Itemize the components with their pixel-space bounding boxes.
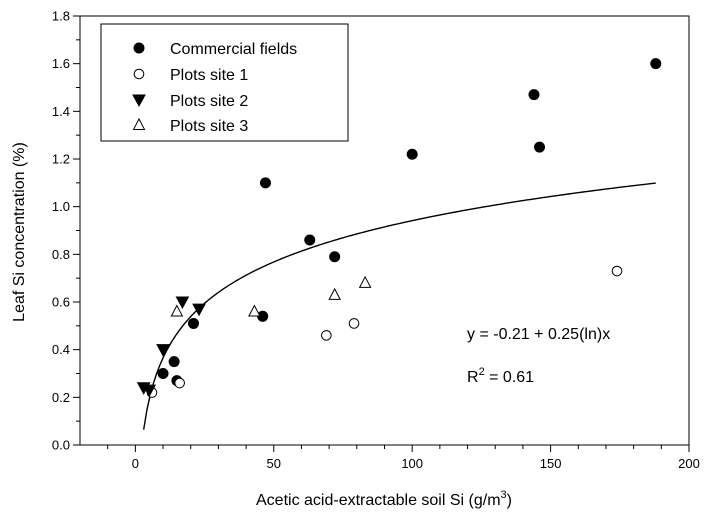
- y-tick-label: 0.0: [52, 438, 70, 453]
- data-point-open-triangle-up: [328, 287, 341, 300]
- legend-marker-open-circle: [133, 68, 145, 80]
- y-tick-label: 1.4: [52, 104, 70, 119]
- data-point-open-circle: [611, 265, 623, 277]
- data-point-filled-triangle-down: [156, 344, 170, 357]
- y-axis-ticks: 0.0 0.2 0.4 0.6 0.8 1.0 1.2 1.4 1.6 1.8: [52, 9, 80, 453]
- x-axis-title-superscript: 3: [501, 489, 507, 501]
- data-point-filled-circle: [406, 148, 418, 160]
- legend-marker-filled-triangle-down: [132, 94, 146, 108]
- x-tick-label: 0: [132, 456, 139, 471]
- data-point-filled-circle: [304, 234, 316, 246]
- legend-label-plots-site-3: Plots site 3: [170, 118, 248, 135]
- r-squared-label: R2 = 0.61: [467, 366, 534, 386]
- data-point-filled-triangle-down: [175, 296, 190, 310]
- data-point-filled-circle: [329, 251, 341, 263]
- y-tick-label: 0.6: [52, 295, 70, 310]
- data-point-filled-circle: [650, 58, 662, 70]
- y-tick-label: 1.2: [52, 152, 70, 167]
- legend-label-commercial-fields: Commercial fields: [170, 41, 297, 58]
- data-point-open-triangle-up: [170, 304, 184, 317]
- r-squared-superscript: 2: [479, 366, 485, 378]
- x-tick-label: 100: [401, 456, 423, 471]
- legend-box: [100, 23, 349, 142]
- data-point-filled-triangle-down: [142, 384, 157, 398]
- regression-equation: y = -0.21 + 0.25(ln)x: [467, 326, 610, 343]
- legend-markers: [132, 42, 146, 130]
- y-tick-label: 0.2: [52, 390, 70, 405]
- x-tick-label: 50: [267, 456, 281, 471]
- legend: Commercial fields Plots site 1 Plots sit…: [100, 23, 349, 142]
- y-tick-label: 1.0: [52, 199, 70, 214]
- x-tick-label: 150: [540, 456, 562, 471]
- legend-label-plots-site-2: Plots site 2: [170, 93, 248, 110]
- data-point-filled-circle: [157, 368, 169, 379]
- regression-curve: [142, 182, 656, 430]
- legend-marker-filled-circle: [133, 42, 145, 54]
- data-point-filled-circle: [259, 177, 271, 189]
- data-point-filled-triangle-down: [192, 303, 206, 317]
- x-axis-title-main: Acetic acid-extractable soil Si (g/m: [256, 492, 501, 509]
- x-axis-ticks: 0 50 100 150 200: [107, 445, 700, 471]
- data-point-filled-circle: [528, 89, 540, 101]
- x-axis-title: Acetic acid-extractable soil Si (g/m3): [256, 489, 512, 509]
- x-tick-label: 200: [678, 456, 700, 471]
- data-point-filled-circle: [187, 317, 199, 329]
- legend-marker-open-triangle-up: [132, 117, 146, 130]
- x-axis-title-end: ): [507, 492, 512, 509]
- regression-curve-group: [142, 182, 656, 430]
- r-squared-value: = 0.61: [485, 369, 534, 386]
- data-point-open-circle: [321, 330, 332, 341]
- legend-label-plots-site-1: Plots site 1: [170, 67, 248, 84]
- y-tick-label: 0.4: [52, 342, 70, 357]
- r-squared-prefix: R: [467, 369, 479, 386]
- data-point-open-circle: [348, 318, 360, 329]
- y-tick-label: 1.8: [52, 9, 70, 24]
- y-axis-title: Leaf Si concentration (%): [11, 142, 28, 322]
- data-point-open-triangle-up: [248, 304, 261, 317]
- data-point-filled-circle: [534, 141, 546, 153]
- data-point-open-circle: [174, 377, 185, 389]
- data-point-filled-circle: [168, 356, 180, 368]
- y-tick-label: 0.8: [52, 247, 70, 262]
- y-tick-label: 1.6: [52, 56, 70, 71]
- data-point-open-triangle-up: [358, 275, 372, 288]
- data-points: [136, 58, 662, 398]
